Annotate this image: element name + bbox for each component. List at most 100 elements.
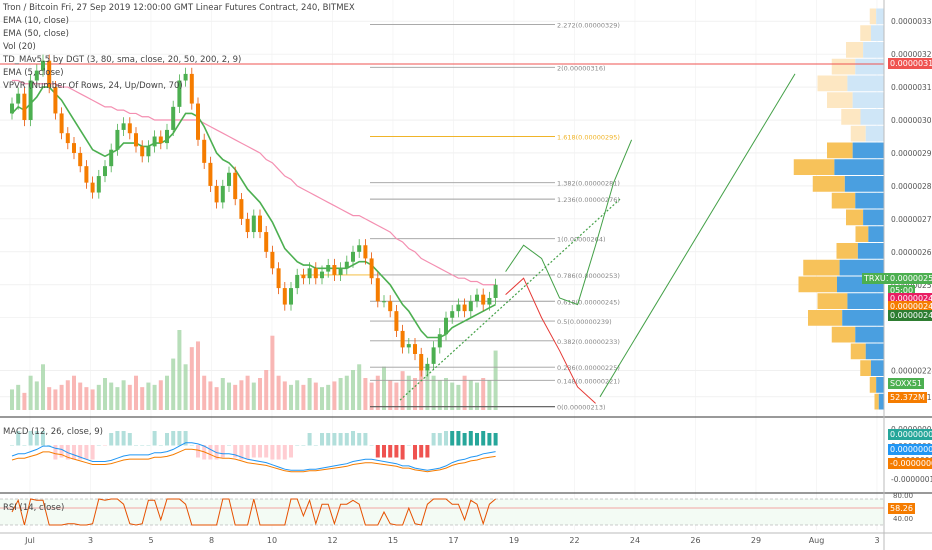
macd-histogram-bar	[289, 445, 293, 458]
price-tag: 52.372M	[888, 392, 927, 403]
candle-body	[462, 304, 467, 312]
macd-title[interactable]: MACD (12, 26, close, 9)	[3, 427, 103, 437]
fib-level-label: 2.272(0.00000329)	[557, 21, 620, 29]
vpvr-up-row	[865, 343, 884, 360]
candle-body	[96, 176, 101, 193]
candle-body	[419, 353, 424, 371]
vpvr-up-row	[863, 209, 884, 226]
macd-tag: 0.00000001	[888, 444, 932, 455]
candle-body	[270, 251, 275, 269]
macd-pane	[10, 431, 498, 473]
volume-bar	[394, 382, 399, 410]
candle-body	[475, 294, 479, 302]
vpvr-up-row	[855, 326, 884, 343]
ema10-polyline	[11, 86, 496, 339]
indicator-label-ema5[interactable]: EMA (5, close)	[3, 68, 64, 78]
volume-bar	[233, 384, 238, 410]
vpvr-up-row	[870, 360, 884, 376]
volume-bar	[481, 378, 486, 410]
indicator-label-volume[interactable]: Vol (20)	[3, 42, 36, 52]
vpvr-down-row	[846, 42, 864, 58]
candle-body	[109, 149, 114, 167]
candle-body	[450, 311, 455, 318]
volume-bar	[115, 387, 120, 410]
volume-bar	[419, 358, 424, 410]
macd-histogram-bar	[413, 445, 417, 460]
volume-bar	[152, 384, 157, 410]
fib-level-label: 1.382(0.00000281)	[557, 180, 620, 188]
macd-histogram-bar	[481, 431, 486, 446]
price-tag: 0.00000317	[888, 58, 932, 70]
candle-body	[413, 344, 417, 354]
volume-bar	[313, 382, 318, 410]
candle-body	[388, 301, 393, 312]
macd-histogram-bar	[208, 445, 213, 460]
candle-body	[258, 215, 262, 233]
candle-body	[47, 60, 52, 88]
volume-bar	[282, 381, 287, 410]
rsi-tag: 58.26	[888, 503, 915, 514]
volume-bar	[375, 375, 380, 410]
volume-bar	[177, 330, 182, 410]
volume-bar	[425, 368, 430, 410]
indicator-label-vpvr[interactable]: VPVR (Number Of Rows, 24, Up/Down, 70)	[3, 81, 183, 91]
vpvr-up-row	[876, 377, 884, 393]
candle-body	[146, 146, 151, 157]
macd-histogram-bar	[177, 431, 182, 446]
vpvr-up-row	[834, 159, 884, 175]
macd-histogram-bar	[338, 433, 343, 446]
candle-body	[177, 80, 182, 107]
price-tick-label: 0.00000320	[891, 50, 932, 59]
volume-bar	[10, 389, 14, 410]
volume-bar	[444, 378, 448, 410]
vpvr-up-row	[839, 259, 884, 276]
volume-bar	[251, 382, 256, 410]
rsi-title[interactable]: RSI (14, close)	[3, 503, 65, 513]
rsi-tick-label: 40.00	[893, 515, 913, 523]
vpvr-up-row	[855, 192, 884, 209]
volume-bar	[413, 378, 417, 410]
time-tick-label: 17	[448, 536, 458, 545]
candle-body	[78, 152, 83, 167]
macd-histogram-bar	[22, 445, 27, 446]
candles	[10, 54, 498, 377]
candle-body	[369, 258, 374, 279]
volume-bar	[369, 382, 374, 410]
time-tick-label: 26	[690, 536, 700, 545]
macd-histogram-bar	[456, 431, 461, 446]
candle-body	[382, 301, 386, 303]
vpvr-down-row	[793, 159, 835, 175]
rsi-tick-label: 80.00	[893, 492, 913, 500]
macd-histogram-bar	[394, 445, 399, 458]
vpvr-up-row	[863, 42, 884, 58]
vpvr-down-row	[817, 75, 848, 92]
macd-histogram-bar	[171, 431, 176, 446]
candle-body	[134, 133, 138, 147]
volume-bar	[363, 378, 368, 410]
indicator-label-ema50[interactable]: EMA (50, close)	[3, 29, 69, 39]
volume-bar	[437, 380, 442, 410]
trendline	[399, 198, 621, 401]
vpvr-down-row	[817, 293, 848, 309]
chart-title: Tron / Bitcoin Fri, 27 Sep 2019 12:00:00…	[3, 3, 355, 13]
macd-histogram-bar	[431, 433, 436, 446]
indicator-label-ema10[interactable]: EMA (10, close)	[3, 16, 69, 26]
vpvr-down-row	[841, 109, 861, 125]
macd-histogram-bar	[78, 445, 83, 460]
price-tick-label: 0.00000330	[891, 17, 932, 26]
macd-histogram-bar	[158, 445, 163, 446]
volume-bar	[47, 387, 52, 410]
macd-histogram-bar	[227, 445, 231, 446]
fib-level-label: 2(0.00000316)	[557, 64, 606, 72]
vpvr-down-row	[831, 58, 856, 75]
volume-bar	[16, 384, 21, 410]
volume-bar	[183, 364, 188, 410]
macd-histogram-bar	[270, 445, 275, 460]
fib-level-label: 0.5(0.00000239)	[557, 318, 612, 326]
indicator-label-td[interactable]: TD_MAv5.5 by DGT (3, 80, sma, close, 20,…	[3, 55, 242, 65]
macd-tag: 0.00000002	[888, 429, 932, 440]
price-tag: 0.00000247	[888, 292, 932, 304]
macd-histogram-bar	[437, 433, 442, 446]
macd-histogram-bar	[487, 433, 492, 446]
